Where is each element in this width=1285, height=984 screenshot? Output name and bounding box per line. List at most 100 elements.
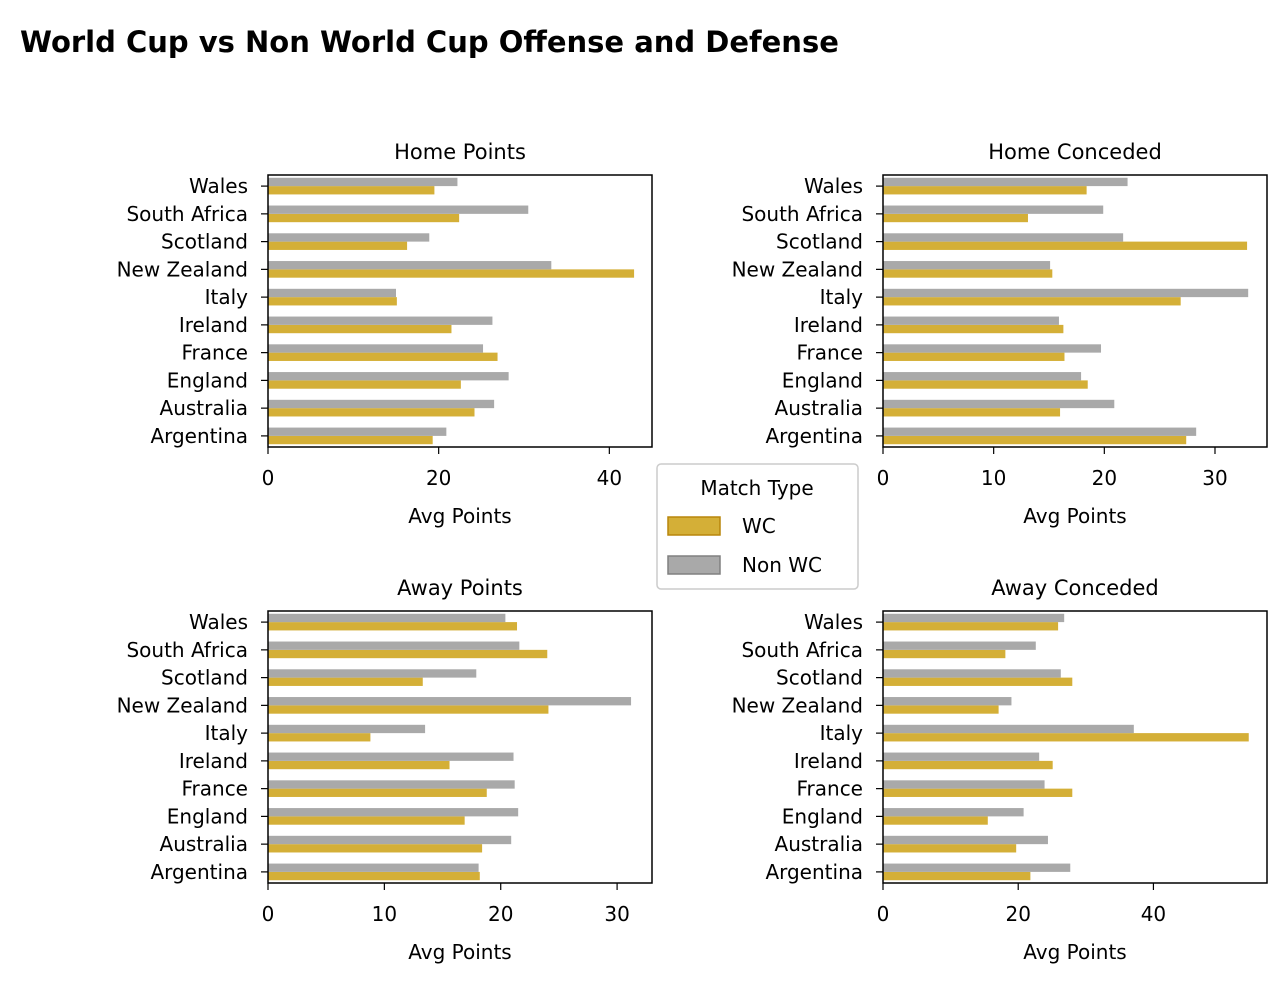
bar-wc-ireland <box>268 760 450 770</box>
legend-label-wc: WC <box>742 514 776 538</box>
x-tick-label: 0 <box>877 466 890 490</box>
bar-wc-italy <box>268 297 397 306</box>
subplot-title: Home Points <box>394 140 526 164</box>
bar-non-wc-new-zealand <box>883 697 1012 706</box>
subplot-away-conceded: Away Conceded Argentina Australia England Fr… <box>732 576 1268 964</box>
bar-wc-england <box>268 380 461 389</box>
y-tick-label: Ireland <box>179 313 248 337</box>
bar-wc-france <box>883 788 1073 797</box>
bar-non-wc-italy <box>883 288 1249 298</box>
y-tick-label: Italy <box>205 285 249 309</box>
bar-wc-wales <box>883 186 1087 195</box>
bar-wc-scotland <box>883 241 1248 250</box>
bar-non-wc-australia <box>268 399 495 409</box>
y-tick-label: Italy <box>205 721 249 745</box>
subplot-home-conceded: Home Conceded Argentina Australia England Fr… <box>732 140 1268 528</box>
bar-wc-south-africa <box>883 649 1006 659</box>
x-tick-label: 30 <box>1202 466 1227 490</box>
subplot-title: Home Conceded <box>988 140 1162 164</box>
bar-wc-wales <box>883 622 1059 631</box>
y-tick-label: New Zealand <box>732 693 863 717</box>
bar-non-wc-wales <box>268 613 506 623</box>
bar-non-wc-england <box>883 808 1024 817</box>
bar-non-wc-ireland <box>883 316 1059 325</box>
bar-non-wc-england <box>268 808 519 817</box>
bar-wc-argentina <box>268 435 433 445</box>
y-tick-label: England <box>782 804 863 828</box>
axes-frame <box>882 610 1268 884</box>
bar-wc-australia <box>883 844 1017 853</box>
legend-title: Match Type <box>700 476 813 500</box>
bar-wc-south-africa <box>883 213 1028 223</box>
bar-wc-argentina <box>883 435 1187 445</box>
figure-title: World Cup vs Non World Cup Offense and D… <box>20 25 839 59</box>
y-tick-label: Scotland <box>776 666 863 690</box>
bar-non-wc-argentina <box>268 427 447 436</box>
y-tick-label: Australia <box>775 396 863 420</box>
bar-wc-scotland <box>268 241 408 250</box>
legend-swatch-non-wc <box>667 555 721 575</box>
bar-non-wc-south-africa <box>883 205 1104 214</box>
bar-wc-australia <box>268 408 475 417</box>
y-tick-label: New Zealand <box>732 257 863 281</box>
bar-non-wc-england <box>883 372 1082 381</box>
bar-non-wc-south-africa <box>883 641 1036 650</box>
y-tick-label: Ireland <box>794 749 863 773</box>
x-axis-label: Avg Points <box>1023 504 1126 528</box>
x-axis-label: Avg Points <box>408 504 511 528</box>
bar-non-wc-australia <box>883 835 1048 845</box>
legend: Match Type WC Non WC <box>656 463 859 590</box>
bar-wc-england <box>883 380 1088 389</box>
bar-wc-south-africa <box>268 213 460 223</box>
bar-wc-france <box>268 352 498 361</box>
bar-wc-wales <box>268 622 518 631</box>
bar-non-wc-ireland <box>268 752 514 761</box>
bar-non-wc-ireland <box>268 316 493 325</box>
y-tick-label: Argentina <box>150 860 248 884</box>
bar-wc-australia <box>883 408 1061 417</box>
y-tick-label: Scotland <box>776 230 863 254</box>
bar-non-wc-australia <box>883 399 1115 409</box>
y-tick-label: Argentina <box>765 424 863 448</box>
bar-wc-italy <box>883 297 1181 306</box>
y-tick-label: Wales <box>189 174 248 198</box>
x-tick-label: 0 <box>877 902 890 926</box>
bar-non-wc-france <box>883 344 1102 353</box>
bar-wc-scotland <box>268 677 423 686</box>
y-tick-label: Wales <box>189 610 248 634</box>
bar-wc-italy <box>883 733 1249 742</box>
bar-wc-ireland <box>883 760 1053 770</box>
bar-non-wc-scotland <box>883 233 1124 242</box>
y-tick-label: Italy <box>820 285 864 309</box>
y-tick-label: Scotland <box>161 230 248 254</box>
axes-frame <box>267 174 653 448</box>
bar-wc-south-africa <box>268 649 548 659</box>
bar-wc-ireland <box>268 324 452 334</box>
y-tick-label: Ireland <box>794 313 863 337</box>
bar-non-wc-argentina <box>883 427 1197 436</box>
y-tick-label: England <box>167 368 248 392</box>
y-tick-label: Argentina <box>150 424 248 448</box>
bar-non-wc-argentina <box>268 863 479 872</box>
bar-non-wc-wales <box>883 177 1128 187</box>
subplot-home-points: Home Points Argentina Australia England Fran… <box>117 140 653 528</box>
subplot-title: Away Conceded <box>991 576 1159 600</box>
y-tick-label: Australia <box>775 832 863 856</box>
legend-swatch-wc <box>667 516 721 536</box>
y-tick-label: South Africa <box>126 202 248 226</box>
x-tick-label: 0 <box>262 902 275 926</box>
subplot-away-points: Away Points Argentina Australia England Fran… <box>117 576 653 964</box>
bar-non-wc-italy <box>268 724 426 734</box>
bar-wc-england <box>268 816 465 825</box>
x-tick-label: 20 <box>426 466 451 490</box>
bar-non-wc-south-africa <box>268 641 520 650</box>
bar-wc-ireland <box>883 324 1064 334</box>
axes-frame <box>267 610 653 884</box>
bar-wc-new-zealand <box>883 705 999 714</box>
bar-wc-new-zealand <box>268 269 635 278</box>
bar-non-wc-france <box>268 344 484 353</box>
y-tick-label: England <box>167 804 248 828</box>
bar-non-wc-italy <box>268 288 396 298</box>
bar-wc-wales <box>268 186 435 195</box>
